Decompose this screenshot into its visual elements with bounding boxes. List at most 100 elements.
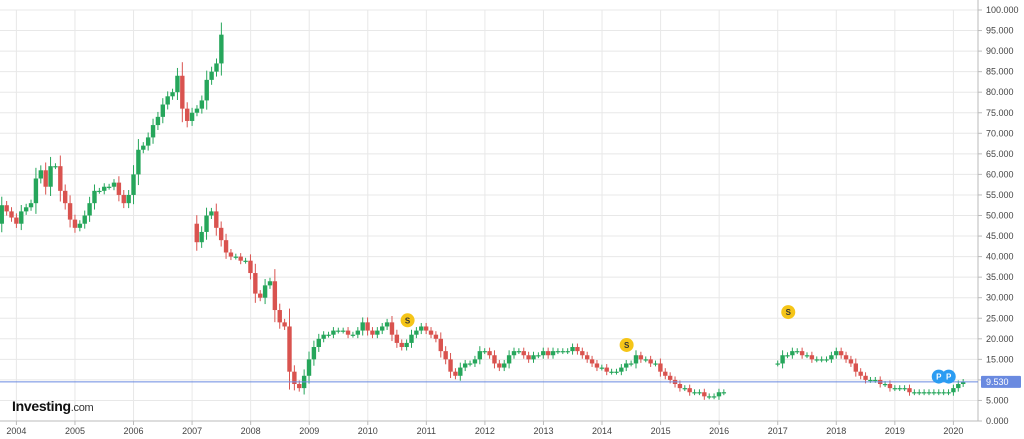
y-tick-label: 5.000 — [986, 395, 1009, 405]
candle-body — [946, 392, 951, 394]
candle-body — [604, 367, 609, 372]
candle-body — [868, 379, 873, 382]
candle-body — [663, 371, 668, 376]
x-tick-label: 2006 — [124, 426, 144, 436]
candle-body — [209, 71, 214, 80]
candle-body — [570, 347, 575, 352]
candle-body — [492, 355, 497, 364]
candle-body — [482, 351, 487, 353]
candle-body — [414, 330, 419, 335]
candle-body — [43, 170, 48, 187]
candle-body — [711, 396, 717, 398]
candle-body — [819, 359, 824, 361]
y-tick-label: 70.000 — [986, 128, 1014, 138]
candle-body — [477, 351, 483, 360]
candle-body — [487, 351, 492, 356]
candle-body — [282, 322, 287, 327]
y-tick-label: 85.000 — [986, 67, 1014, 77]
candle-body — [467, 363, 473, 365]
candle-body — [917, 392, 922, 394]
x-tick-label: 2020 — [943, 426, 963, 436]
candle-body — [897, 388, 902, 390]
candle-body — [809, 355, 815, 360]
candle-body — [843, 355, 849, 360]
candle-body — [497, 363, 502, 368]
candle-body — [82, 215, 87, 224]
candle-body — [614, 371, 619, 373]
candle-body — [824, 359, 829, 361]
y-tick-label: 15.000 — [986, 354, 1014, 364]
dividend-marker — [619, 337, 634, 352]
candle-body — [365, 322, 370, 331]
logo-name: Investing — [12, 398, 71, 414]
candle-body — [419, 326, 424, 331]
candle-body — [272, 281, 278, 311]
candle-body — [775, 363, 780, 365]
candle-body — [848, 359, 854, 364]
candle-body — [121, 194, 126, 204]
candle-body — [526, 355, 531, 360]
candle-body — [795, 351, 800, 353]
candle-body — [67, 203, 73, 220]
candle-body — [189, 112, 195, 121]
y-tick-label: 0.000 — [986, 416, 1009, 426]
candle-body — [858, 371, 863, 376]
candle-body — [643, 359, 648, 361]
candle-body — [912, 392, 917, 394]
candle-body — [28, 203, 34, 208]
candle-body — [185, 108, 190, 121]
event-marker — [941, 369, 956, 384]
candle-body — [106, 186, 112, 188]
logo-domain: .com — [70, 402, 94, 414]
candle-body — [433, 334, 439, 339]
candle-body — [834, 351, 839, 356]
candle-body — [194, 223, 199, 243]
candle-body — [941, 392, 946, 394]
investing-logo: Investing.com — [12, 398, 94, 414]
candle-body — [48, 166, 53, 187]
candle-body — [219, 34, 224, 64]
candle-body — [692, 392, 697, 394]
event-marker-label: P — [936, 373, 942, 382]
candle-body — [609, 371, 614, 373]
candle-body — [311, 347, 317, 360]
candle-body — [506, 355, 512, 364]
candle-body — [648, 359, 653, 364]
dividend-marker-label: S — [624, 341, 630, 350]
candle-body — [706, 396, 712, 398]
candle-body — [438, 338, 443, 352]
candle-body — [628, 363, 634, 365]
candle-body — [72, 219, 78, 228]
event-marker — [931, 369, 946, 384]
candle-body — [531, 355, 536, 360]
candle-body — [126, 194, 131, 204]
candle-body — [350, 334, 356, 336]
y-tick-label: 35.000 — [986, 272, 1014, 282]
candle-body — [555, 351, 561, 353]
candle-body — [799, 351, 805, 356]
candle-body — [541, 351, 546, 356]
candle-body — [97, 190, 102, 193]
candle-body — [863, 375, 868, 380]
candle-body — [853, 363, 858, 372]
candle-body — [58, 166, 63, 191]
y-tick-label: 20.000 — [986, 334, 1014, 344]
x-tick-label: 2015 — [651, 426, 671, 436]
candle-body — [199, 100, 205, 109]
candle-body — [887, 384, 893, 389]
dividend-marker — [781, 305, 796, 320]
candle-body — [199, 231, 204, 243]
candle-body — [204, 215, 209, 232]
candle-body — [160, 104, 166, 117]
candle-body — [53, 166, 58, 168]
candle-body — [936, 392, 941, 394]
candle-body — [575, 347, 580, 352]
candle-body — [873, 379, 878, 382]
dividend-marker — [400, 313, 415, 328]
y-tick-label: 90.000 — [986, 46, 1014, 56]
candle-body — [218, 227, 224, 241]
candle-body — [458, 367, 463, 376]
candle-body — [355, 330, 361, 335]
x-tick-label: 2011 — [417, 426, 436, 436]
